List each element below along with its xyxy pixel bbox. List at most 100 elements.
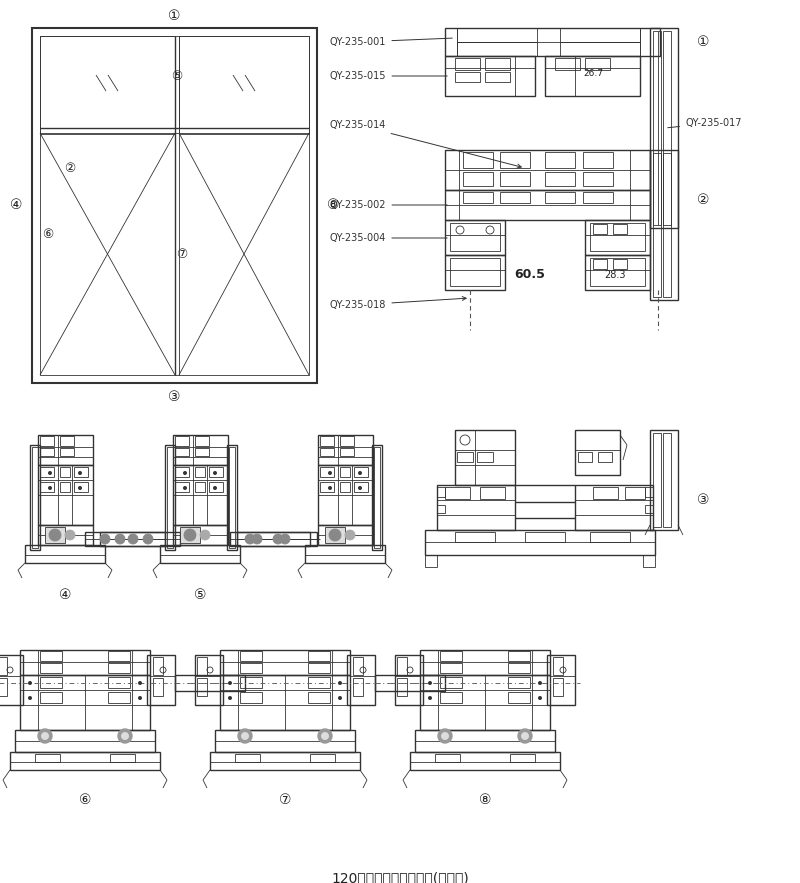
Bar	[435, 754, 460, 762]
Circle shape	[183, 471, 187, 475]
Bar	[590, 532, 630, 542]
Text: ⑤: ⑤	[194, 588, 206, 602]
Bar	[553, 657, 563, 675]
Bar	[40, 436, 54, 446]
Bar	[445, 28, 660, 56]
Bar	[480, 487, 505, 499]
Bar	[575, 430, 620, 475]
Bar	[445, 150, 650, 190]
Circle shape	[329, 529, 341, 541]
Bar	[175, 675, 245, 691]
Circle shape	[252, 534, 262, 544]
Bar	[38, 525, 93, 545]
Text: ①: ①	[697, 35, 710, 49]
Bar	[457, 28, 537, 42]
Bar	[340, 436, 354, 446]
Text: ①: ①	[168, 9, 180, 23]
Bar	[10, 752, 160, 770]
Bar	[397, 657, 407, 675]
Bar	[318, 525, 373, 545]
Bar	[308, 677, 330, 688]
Bar	[545, 56, 640, 96]
Bar	[578, 452, 592, 462]
Bar	[445, 220, 505, 255]
Bar	[0, 678, 7, 696]
Bar	[175, 448, 189, 456]
Circle shape	[128, 534, 138, 544]
Bar	[308, 651, 330, 661]
Text: QY-235-017: QY-235-017	[668, 118, 742, 128]
Bar	[583, 192, 613, 203]
Bar	[60, 448, 74, 456]
Bar	[195, 448, 209, 456]
Bar	[175, 482, 189, 492]
Bar	[215, 730, 355, 752]
Bar	[310, 754, 335, 762]
Circle shape	[358, 471, 362, 475]
Text: ⑦: ⑦	[278, 793, 291, 807]
Text: 28.3: 28.3	[604, 270, 626, 280]
Bar	[197, 657, 207, 675]
Bar	[229, 447, 235, 548]
Bar	[500, 192, 530, 203]
Bar	[320, 482, 334, 492]
Text: QY-235-014: QY-235-014	[330, 120, 522, 168]
Bar	[440, 663, 462, 673]
Text: ⑥: ⑥	[78, 793, 91, 807]
Bar	[455, 532, 495, 542]
Circle shape	[428, 681, 432, 685]
Bar	[653, 433, 661, 527]
Circle shape	[121, 732, 129, 740]
Bar	[397, 678, 407, 696]
Bar	[545, 152, 575, 168]
Bar	[230, 532, 310, 546]
Bar	[593, 259, 607, 269]
Bar	[445, 487, 470, 499]
Circle shape	[241, 732, 249, 740]
Bar	[625, 487, 645, 499]
Circle shape	[321, 732, 329, 740]
Bar	[450, 223, 500, 251]
Bar	[508, 677, 530, 688]
Bar	[650, 430, 678, 530]
Circle shape	[345, 530, 355, 540]
Bar	[553, 678, 563, 696]
Bar	[420, 650, 550, 675]
Circle shape	[49, 529, 61, 541]
Circle shape	[228, 681, 232, 685]
Circle shape	[78, 471, 82, 475]
Bar	[320, 448, 334, 456]
Bar	[585, 220, 650, 255]
Bar	[437, 487, 445, 497]
Text: ②: ②	[697, 193, 710, 207]
Bar	[227, 445, 237, 550]
Bar	[40, 651, 62, 661]
Bar	[653, 153, 661, 297]
Circle shape	[183, 486, 187, 490]
Bar	[585, 255, 650, 290]
Bar	[525, 532, 565, 542]
Bar	[455, 72, 480, 82]
Text: ③: ③	[697, 493, 710, 507]
Text: ⑤: ⑤	[171, 70, 182, 82]
Bar	[340, 482, 350, 492]
Text: QY-235-001: QY-235-001	[330, 37, 452, 47]
Text: QY-235-018: QY-235-018	[330, 297, 466, 310]
Bar	[410, 752, 560, 770]
Circle shape	[28, 696, 32, 700]
Bar	[74, 467, 88, 477]
Bar	[308, 692, 330, 703]
Bar	[320, 467, 334, 477]
Bar	[463, 152, 493, 168]
Text: ④: ④	[10, 198, 22, 212]
Circle shape	[238, 729, 252, 743]
Bar	[240, 677, 262, 688]
Bar	[180, 527, 200, 543]
Bar	[425, 555, 437, 567]
Bar	[457, 42, 537, 56]
Bar	[508, 651, 530, 661]
Bar	[108, 677, 130, 688]
Text: ②: ②	[64, 162, 76, 175]
Bar	[40, 663, 62, 673]
Circle shape	[138, 696, 142, 700]
